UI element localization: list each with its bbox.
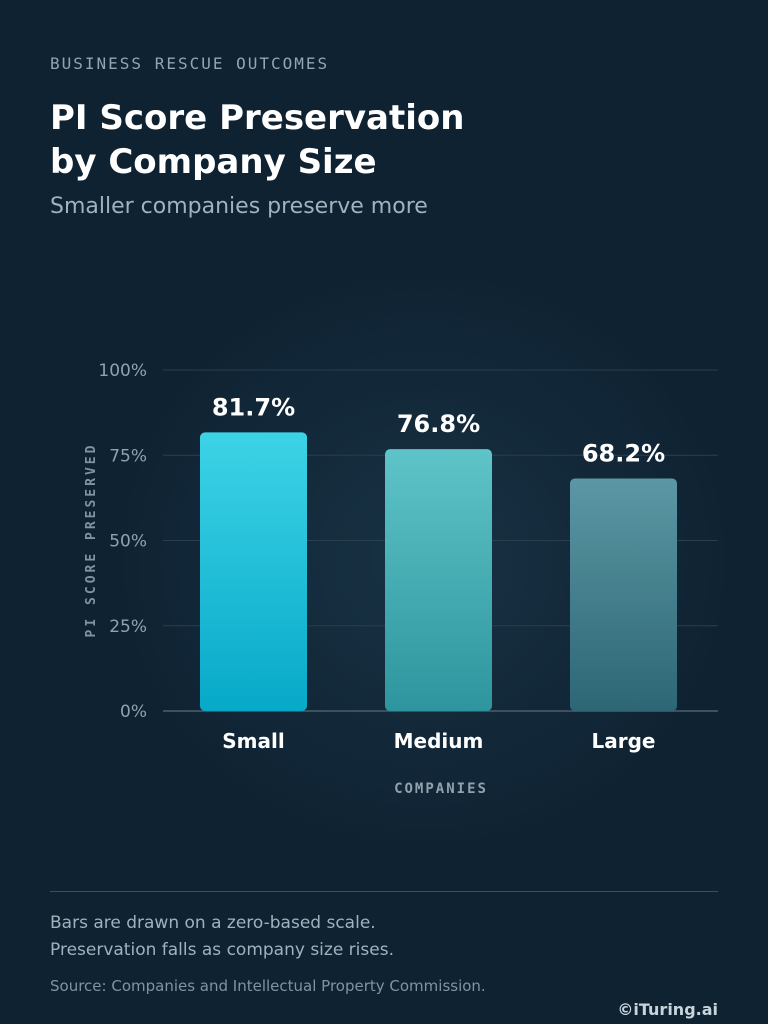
x-axis-label: COMPANIES (394, 781, 488, 797)
credit-text: ©iTuring.ai (617, 1000, 718, 1019)
bar-value-label: 68.2% (582, 439, 665, 467)
chart-note: Bars are drawn on a zero-based scale. Pr… (50, 910, 394, 964)
y-tick-label: 100% (98, 361, 147, 381)
x-tick-label: Large (592, 729, 656, 753)
page-title: PI Score Preservation by Company Size (50, 96, 550, 184)
bar-large (570, 478, 677, 711)
eyebrow-label: BUSINESS RESCUE OUTCOMES (50, 54, 330, 73)
page-subtitle: Smaller companies preserve more (50, 194, 428, 219)
source-text: Source: Companies and Intellectual Prope… (50, 977, 486, 995)
bar-small (200, 432, 307, 711)
y-tick-label: 0% (120, 702, 147, 722)
bar-chart: 0% 25% 50% 75% 100% PI SCORE PRESERVED 81.7% Sm… (84, 361, 718, 797)
bar-medium (385, 449, 492, 711)
note-line-1: Bars are drawn on a zero-based scale. (50, 913, 376, 933)
y-tick-label: 25% (109, 617, 147, 637)
bar-value-label: 81.7% (212, 393, 295, 421)
title-line-1: PI Score Preservation (50, 98, 465, 138)
y-axis-label: PI SCORE PRESERVED (84, 443, 99, 638)
x-tick-label: Medium (394, 729, 484, 753)
y-tick-label: 75% (109, 446, 147, 466)
x-tick-label: Small (222, 729, 284, 753)
title-line-2: by Company Size (50, 142, 377, 182)
y-tick-label: 50% (109, 532, 147, 552)
bar-value-label: 76.8% (397, 410, 480, 438)
note-line-2: Preservation falls as company size rises… (50, 940, 394, 960)
footer-divider (50, 891, 718, 892)
